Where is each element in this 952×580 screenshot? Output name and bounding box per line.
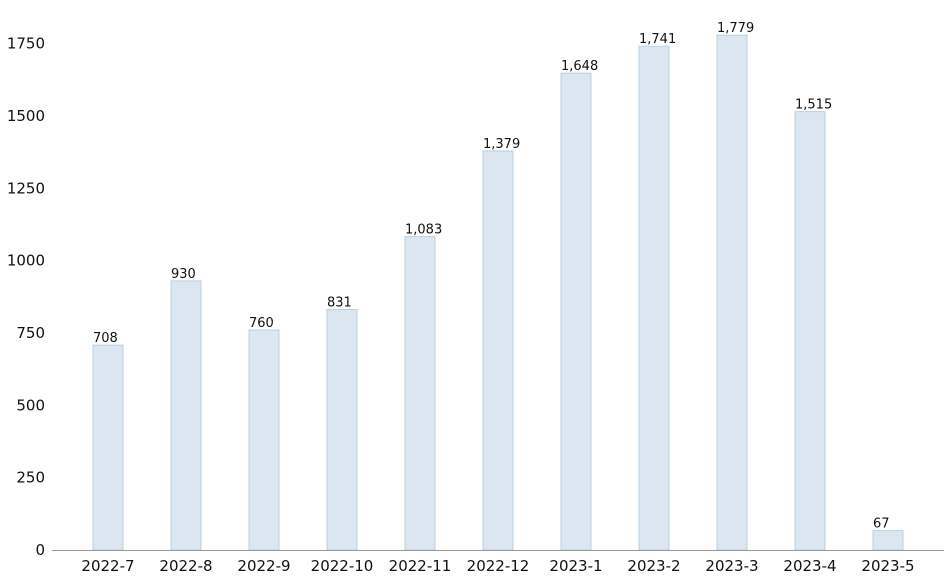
data-label-2022-9: 760: [249, 316, 274, 331]
y-tick-label-500: 500: [16, 396, 45, 414]
x-tick-label-2023-3: 2023-3: [705, 557, 758, 575]
x-tick-label-2022-9: 2022-9: [237, 557, 290, 575]
y-axis: 0 250 500 750 1000 1250 1500 1750: [7, 35, 45, 559]
data-label-2022-12: 1,379: [483, 137, 520, 152]
bar-2023-4: [794, 111, 826, 551]
data-labels-group: 708 930 760 831 1,083 1,379 1,648 1,741 1,779 1,5…: [93, 21, 890, 531]
x-tick-label-2022-10: 2022-10: [311, 557, 374, 575]
y-tick-label-250: 250: [16, 469, 45, 487]
y-tick-label-0: 0: [35, 541, 45, 559]
x-tick-label-2022-12: 2022-12: [467, 557, 530, 575]
x-tick-label-2023-4: 2023-4: [783, 557, 836, 575]
bars-group: [92, 34, 904, 551]
x-tick-label-2022-8: 2022-8: [159, 557, 212, 575]
bar-2022-10: [326, 309, 358, 551]
bar-2023-5: [872, 530, 904, 551]
bar-2022-7: [92, 344, 124, 551]
data-label-2023-4: 1,515: [795, 98, 832, 113]
bar-2023-2: [638, 45, 670, 551]
bar-2022-8: [170, 280, 202, 551]
x-tick-label-2023-1: 2023-1: [549, 557, 602, 575]
data-label-2023-2: 1,741: [639, 32, 676, 47]
x-tick-label-2022-11: 2022-11: [389, 557, 452, 575]
bar-2022-11: [404, 236, 436, 551]
data-label-2022-11: 1,083: [405, 223, 442, 238]
x-tick-label-2022-7: 2022-7: [81, 557, 134, 575]
y-tick-label-1500: 1500: [7, 107, 45, 125]
data-label-2022-10: 831: [327, 296, 352, 311]
x-axis: 2022-7 2022-8 2022-9 2022-10 2022-11 2022-12 2…: [81, 557, 914, 575]
data-label-2022-8: 930: [171, 267, 196, 282]
data-label-2023-3: 1,779: [717, 21, 754, 36]
data-label-2022-7: 708: [93, 331, 118, 346]
y-tick-label-1250: 1250: [7, 179, 45, 197]
x-tick-label-2023-5: 2023-5: [861, 557, 914, 575]
y-tick-label-1000: 1000: [7, 252, 45, 270]
y-tick-label-750: 750: [16, 324, 45, 342]
bar-2023-1: [560, 72, 592, 551]
bar-2023-3: [716, 34, 748, 551]
data-label-2023-1: 1,648: [561, 59, 598, 74]
y-tick-label-1750: 1750: [7, 35, 45, 53]
bar-2022-9: [248, 329, 280, 551]
x-tick-label-2023-2: 2023-2: [627, 557, 680, 575]
data-label-2023-5: 67: [873, 517, 890, 532]
bar-2022-12: [482, 150, 514, 551]
